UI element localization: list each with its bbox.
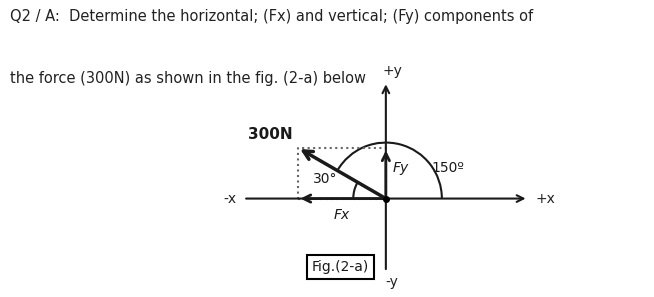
Text: +x: +x bbox=[536, 192, 555, 206]
Text: 150º: 150º bbox=[432, 161, 464, 175]
Text: Fig.(2-a): Fig.(2-a) bbox=[311, 260, 369, 274]
Text: Fy: Fy bbox=[393, 161, 409, 175]
Text: 30°: 30° bbox=[313, 172, 337, 186]
Text: -y: -y bbox=[385, 275, 398, 289]
Text: -x: -x bbox=[223, 192, 236, 206]
Text: +y: +y bbox=[382, 64, 402, 78]
Text: the force (300N) as shown in the fig. (2-a) below: the force (300N) as shown in the fig. (2… bbox=[10, 71, 366, 86]
Text: 300N: 300N bbox=[248, 127, 292, 142]
Text: Q2 / A:  Determine the horizontal; (Fx) and vertical; (Fy) components of: Q2 / A: Determine the horizontal; (Fx) a… bbox=[10, 9, 533, 24]
Text: Fx: Fx bbox=[334, 208, 350, 222]
